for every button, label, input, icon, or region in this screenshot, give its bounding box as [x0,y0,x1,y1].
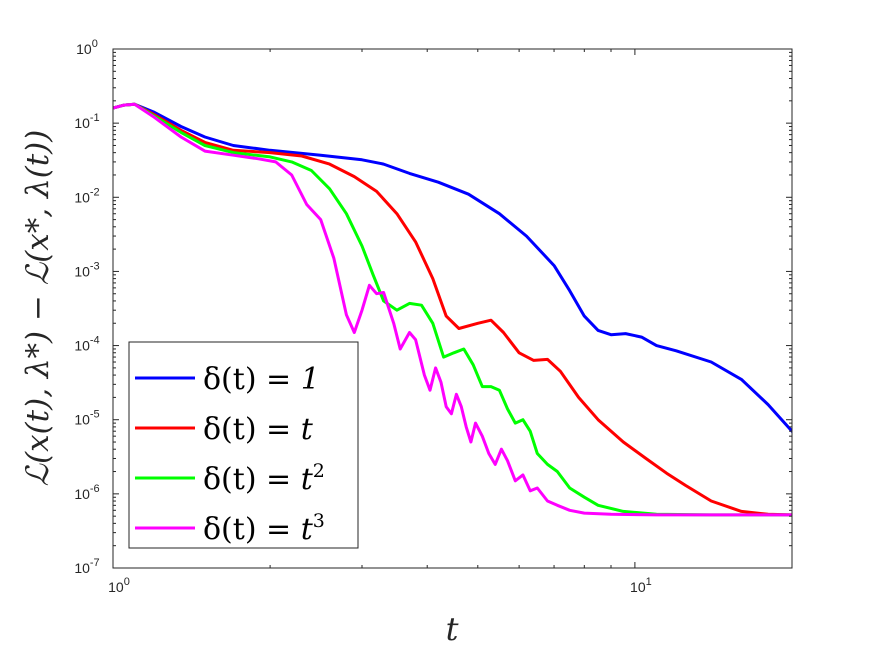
y-tick-label: 10-4 [74,335,99,354]
x-axis-label: t [446,610,459,648]
plot-frame [112,48,793,569]
y-axis-label: ℒ(x(t), λ*) − ℒ(x*, λ(t)) [20,130,56,487]
series-line-3 [113,102,792,517]
legend-label-4: δ(t) = t3 [203,510,325,547]
series-line-1 [113,102,792,433]
series-line-2 [113,102,792,517]
y-tick-label: 100 [76,38,98,57]
series-layer [113,102,792,517]
legend-label-1: δ(t) = 1 [203,362,320,397]
y-tick-label: 10-7 [74,557,99,576]
legend: δ(t) = 1 δ(t) = t δ(t) = t2 δ(t) = t3 [128,341,359,549]
y-tick-label: 10-5 [74,409,99,428]
x-tick-label: 100 [108,576,130,595]
series-line-4 [113,102,792,517]
x-tick-label: 101 [630,576,652,595]
legend-label-3: δ(t) = t2 [203,460,325,497]
y-tick-label: 10-1 [74,112,99,131]
y-tick-label: 10-3 [74,260,99,279]
legend-box [128,341,359,549]
y-tick-label: 10-6 [74,483,99,502]
y-tick-label: 10-2 [74,186,99,205]
tick-layer: 100 10-1 10-2 10-3 10-4 10-5 10-6 10-7 100 101 [74,38,793,595]
legend-label-2: δ(t) = t [203,412,314,447]
